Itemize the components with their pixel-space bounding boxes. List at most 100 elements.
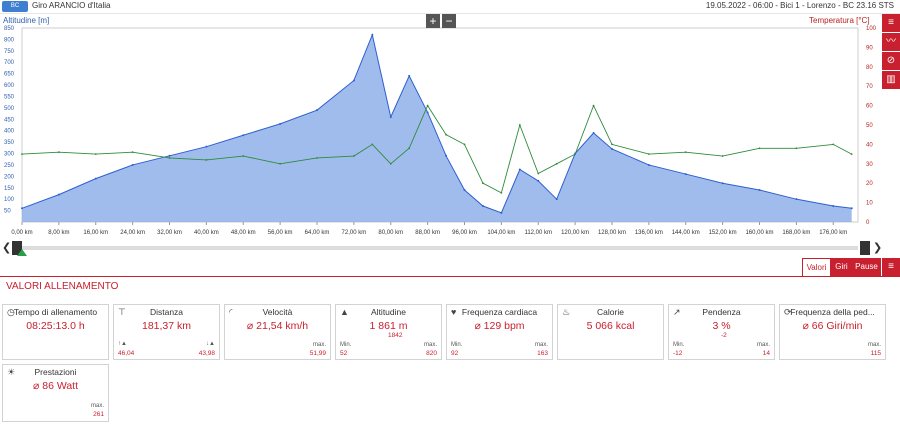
altitude-point: [168, 154, 171, 157]
session-info: 19.05.2022 - 06:00 - Bici 1 - Lorenzo - …: [705, 1, 894, 10]
temperature-point: [537, 172, 540, 175]
card-velocita[interactable]: ◜ Velocità ⌀ 21,54 km/h max. 51,99: [224, 304, 331, 360]
clock-icon: ◷: [7, 307, 15, 317]
temperature-point: [684, 151, 687, 154]
altitude-point: [21, 207, 23, 210]
slope-icon: ↗: [673, 307, 681, 317]
card-altitudine[interactable]: ▲ Altitudine 1 861 m 1842 Min. 52 max. 8…: [335, 304, 442, 360]
navigator-right-arrow[interactable]: ❯: [873, 242, 883, 254]
x-tick-label: 112,00 km: [524, 230, 552, 236]
calorie-icon: ♨: [562, 307, 571, 317]
card-left-value: -12: [673, 350, 683, 357]
temperature-tick-label: 90: [866, 45, 873, 51]
altitude-temperature-chart[interactable]: 8508007507006506005505004504003503002502…: [0, 14, 900, 240]
altitude-tick-label: 500: [4, 106, 15, 112]
tab-valori[interactable]: Valori: [802, 258, 831, 276]
temperature-point: [21, 153, 23, 156]
temperature-tick-label: 0: [866, 220, 870, 226]
distance-icon: ⊤: [118, 307, 126, 317]
altitude-point: [481, 205, 484, 208]
navigator-left-handle[interactable]: [12, 241, 22, 255]
altitude-tick-label: 350: [4, 140, 15, 146]
altitude-point: [426, 111, 429, 114]
card-prestazioni[interactable]: ☀ Prestazioni ⌀ 86 Watt max. 261: [2, 364, 109, 422]
x-tick-label: 176,00 km: [819, 230, 847, 236]
card-left-value: 92: [451, 350, 459, 357]
card-right-value: 115: [870, 350, 881, 357]
altitude-point: [795, 198, 798, 201]
chart-area: 850 800 750 700 650 600 550 500 450 400 350 300 250 2…: [0, 14, 900, 240]
card-value: ⌀ 129 bpm: [474, 320, 525, 332]
temperature-point: [574, 153, 577, 156]
line-chart-icon[interactable]: 〰: [882, 33, 900, 51]
app-logo[interactable]: BC: [2, 1, 28, 12]
card-right-value: 14: [762, 350, 770, 357]
altitude-tick-label: 700: [4, 60, 15, 66]
temperature-point: [94, 153, 97, 156]
altitude-point: [758, 189, 761, 192]
temperature-tick-label: 10: [866, 201, 873, 207]
altitude-tick-label: 600: [4, 83, 15, 89]
navigator-track[interactable]: [22, 246, 858, 250]
x-tick-label: 32,00 km: [157, 230, 182, 236]
uphill-icon: ↑▲: [118, 341, 127, 347]
card-title: Velocità: [262, 307, 293, 317]
card-tempo[interactable]: ◷ Tempo di allenamento 08:25:13.0 h: [2, 304, 109, 360]
altitude-point: [518, 168, 521, 171]
chart-tools: ≡ 〰 ⊘ ▥: [882, 14, 900, 90]
altitude-point: [445, 154, 448, 157]
altitude-point: [850, 207, 853, 210]
x-tick-label: 104,00 km: [487, 230, 515, 236]
card-value: 08:25:13.0 h: [26, 320, 85, 332]
altitude-tick-label: 300: [4, 152, 15, 158]
card-value: 3 %: [712, 320, 731, 332]
tab-giri[interactable]: Giri: [831, 258, 852, 276]
tab-pause[interactable]: Pause: [852, 258, 881, 276]
x-tick-label: 24,00 km: [120, 230, 145, 236]
card-frequenza-pedalata[interactable]: ⟳ Frequenza della ped... ⌀ 66 Giri/min m…: [779, 304, 886, 360]
zoom-in-button[interactable]: +: [426, 14, 440, 28]
temperature-tick-label: 60: [866, 104, 873, 110]
altitude-point: [408, 74, 411, 77]
hide-series-icon[interactable]: ⊘: [882, 52, 900, 70]
card-title: Calorie: [597, 307, 624, 317]
temperature-point: [205, 159, 208, 161]
x-tick-label: 80,00 km: [378, 230, 403, 236]
altitude-point: [647, 163, 650, 166]
navigator-left-arrow[interactable]: ❮: [2, 242, 12, 254]
bar-chart-icon[interactable]: ▥: [882, 71, 900, 89]
altitude-tick-label: 850: [4, 26, 15, 32]
navigator-right-handle[interactable]: [860, 241, 870, 255]
altitude-point: [610, 147, 613, 150]
altitude-point: [205, 145, 208, 148]
card-value: ⌀ 21,54 km/h: [246, 320, 309, 332]
card-title: Prestazioni: [34, 367, 77, 377]
altitude-point: [832, 205, 835, 208]
altitude-tick-label: 650: [4, 72, 15, 78]
altitude-point: [94, 177, 97, 180]
card-calorie[interactable]: ♨ Calorie 5 066 kcal: [557, 304, 664, 360]
card-right-value: 261: [93, 411, 104, 418]
temperature-point: [463, 143, 466, 146]
temperature-point: [832, 143, 835, 146]
list-icon[interactable]: ≡: [882, 14, 900, 32]
altitude-point: [389, 116, 392, 119]
temperature-tick-label: 70: [866, 84, 873, 90]
position-marker-icon[interactable]: [17, 249, 27, 256]
altitude-axis-title: Altitudine [m]: [3, 16, 50, 25]
x-tick-label: 64,00 km: [305, 230, 330, 236]
downhill-icon: ↓▲: [206, 341, 215, 347]
x-tick-label: 136,00 km: [635, 230, 663, 236]
list-icon[interactable]: ≡: [882, 258, 900, 276]
card-right-label: max.: [312, 342, 326, 348]
altitude-tick-label: 550: [4, 94, 15, 100]
card-pendenza[interactable]: ↗ Pendenza 3 % -2 Min. -12 max. 14: [668, 304, 775, 360]
temperature-point: [242, 155, 245, 157]
card-frequenza-cardiaca[interactable]: ♥ Frequenza cardiaca ⌀ 129 bpm Min. 92 m…: [446, 304, 553, 360]
altitude-area: [22, 34, 852, 222]
chart-navigator[interactable]: ❮ ❯: [0, 240, 900, 256]
zoom-out-button[interactable]: −: [442, 14, 456, 28]
temperature-point: [482, 182, 484, 185]
card-distanza[interactable]: ⊤ Distanza 181,37 km ↑▲ 46,04 ↓▲ 43,98: [113, 304, 220, 360]
card-right-value: 43,98: [198, 350, 215, 357]
